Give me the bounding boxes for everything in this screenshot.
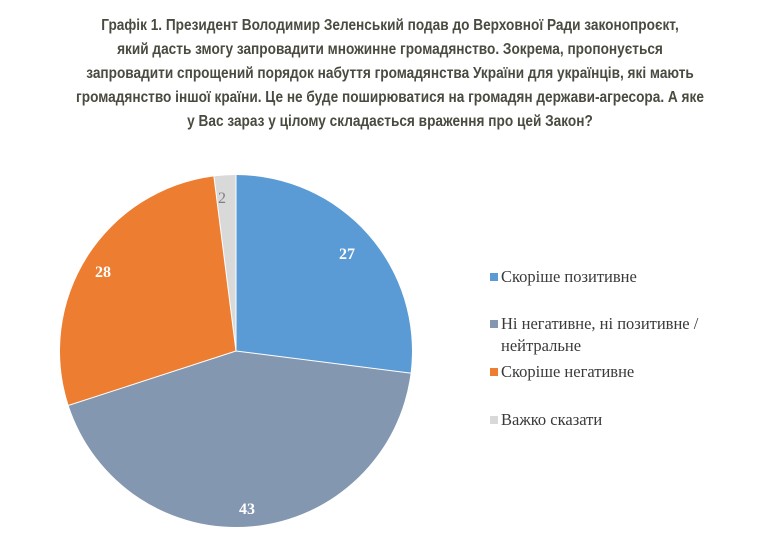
data-label-positive: 27 <box>339 246 355 263</box>
legend-item-positive: Скоріше позитивне <box>490 266 637 288</box>
title-line: у Вас зараз у цілому складається враженн… <box>187 113 593 130</box>
data-label-hard-to-say: 2 <box>218 190 226 207</box>
slice-neutral <box>68 351 411 528</box>
slice-negative <box>59 176 236 406</box>
legend-swatch-icon <box>490 368 498 376</box>
title-line: запровадити спрощений порядок набуття гр… <box>86 65 694 82</box>
data-label-neutral: 43 <box>239 501 255 518</box>
legend-item-negative: Скоріше негативне <box>490 361 634 383</box>
chart-title: Графік 1. Президент Володимир Зеленський… <box>47 14 733 134</box>
legend-swatch-icon <box>490 273 498 281</box>
title-line: який дасть змогу запровадити множинне гр… <box>117 41 663 58</box>
data-label-negative: 28 <box>95 264 111 281</box>
legend-swatch-icon <box>490 320 498 328</box>
title-line: громадянство іншої країни. Це не буде по… <box>76 89 704 106</box>
legend-item-neutral: Ні негативне, ні позитивне / нейтральне <box>490 313 698 357</box>
legend-swatch-icon <box>490 416 498 424</box>
title-line: Графік 1. Президент Володимир Зеленський… <box>101 17 679 34</box>
legend-item-hard-to-say: Важко сказати <box>490 409 602 431</box>
slice-positive <box>236 175 412 374</box>
